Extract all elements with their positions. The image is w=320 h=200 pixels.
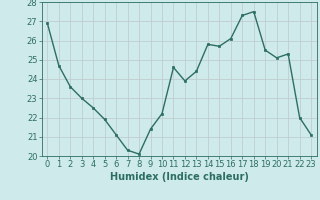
X-axis label: Humidex (Indice chaleur): Humidex (Indice chaleur) <box>110 172 249 182</box>
